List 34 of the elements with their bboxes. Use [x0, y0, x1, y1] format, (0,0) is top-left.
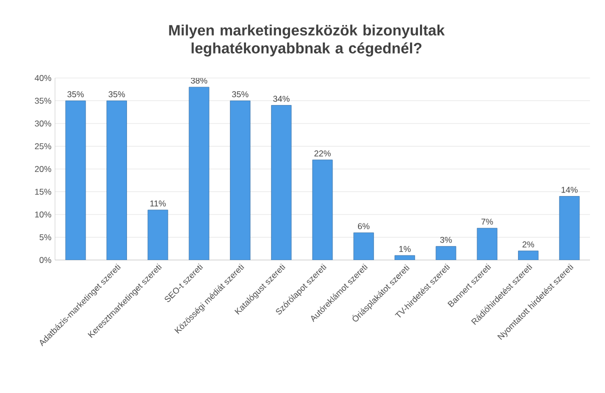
y-tick-label: 35% [34, 98, 52, 104]
y-tick-label: 25% [34, 143, 52, 150]
y-tick-label: 40% [34, 75, 52, 81]
bar [476, 228, 498, 260]
bar [148, 210, 168, 260]
bar [230, 100, 250, 260]
bar [65, 100, 86, 260]
data-label: 6% [358, 223, 370, 230]
y-tick-label: 0% [40, 257, 52, 263]
bar [271, 105, 292, 260]
bar [559, 196, 580, 260]
data-label: 14% [562, 186, 578, 193]
data-label: 11% [150, 200, 166, 206]
bar [353, 232, 374, 260]
data-label: 35% [232, 91, 248, 98]
chart-title: Milyen marketingeszközök bizonyultak leghatékonyabbnak a cégednél? [169, 24, 445, 57]
bar [436, 246, 456, 260]
data-label: 2% [522, 241, 534, 248]
y-tick-label: 15% [35, 188, 52, 195]
y-tick-label: 5% [40, 234, 52, 240]
bar [106, 100, 127, 260]
data-label: 1% [399, 246, 411, 252]
y-tick-label: 30% [34, 120, 52, 126]
bar [188, 86, 210, 260]
y-tick-label: 10% [35, 212, 52, 218]
data-label: 3% [440, 236, 452, 243]
data-label: 34% [273, 96, 290, 102]
bar [518, 250, 538, 260]
y-tick-label: 20% [34, 166, 52, 172]
data-label: 22% [314, 150, 331, 156]
bar [312, 160, 333, 260]
data-label: 35% [67, 91, 84, 98]
data-label: 7% [481, 218, 493, 225]
data-label: 35% [108, 91, 125, 98]
